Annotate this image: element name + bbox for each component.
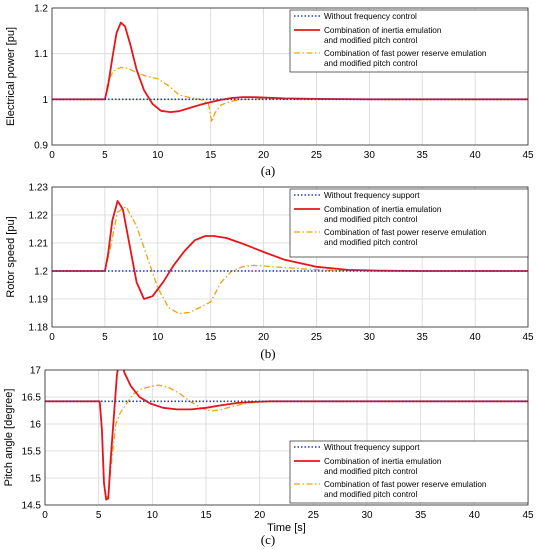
series-line-1 <box>52 21 528 113</box>
y-tick-label: 0.9 <box>34 141 48 152</box>
x-tick-label: 25 <box>311 150 323 161</box>
legend-box <box>289 440 529 504</box>
panel-caption: (a) <box>261 163 275 178</box>
x-tick-label: 30 <box>364 150 376 161</box>
legend-entry-0: Without frequency control <box>324 12 417 21</box>
x-tick-label: 40 <box>470 150 482 161</box>
x-tick-label: 20 <box>254 510 266 521</box>
chart-panel-1: 0 5 10 15 20 25 30 35 40 45 1.18 1.19 1.2 1.21 1.22 1.2… <box>5 183 534 362</box>
x-tick-label: 15 <box>200 510 212 521</box>
x-tick-label: 15 <box>205 150 217 161</box>
panel-caption: (b) <box>260 346 275 361</box>
legend-entry-1: Combination of inertia emulation <box>324 26 442 35</box>
x-tick-label: 10 <box>152 332 164 343</box>
x-tick-label: 10 <box>152 150 164 161</box>
y-tick-label: 15 <box>30 474 42 485</box>
x-tick-label: 45 <box>522 150 534 161</box>
x-tick-label: 15 <box>205 332 217 343</box>
legend-entry-2: Combination of fast power reserve emulat… <box>324 228 487 237</box>
x-tick-label: 25 <box>311 332 323 343</box>
legend-entry-2: and modified pitch control <box>324 59 417 68</box>
y-tick-label: 14.5 <box>22 501 42 512</box>
x-axis-label: Time [s] <box>267 522 306 534</box>
x-tick-label: 0 <box>49 332 55 343</box>
x-tick-label: 30 <box>364 332 376 343</box>
x-tick-label: 45 <box>522 332 534 343</box>
y-tick-label: 1.18 <box>29 323 49 334</box>
legend-entry-2: Combination of fast power reserve emulat… <box>324 480 487 489</box>
y-tick-label: 1.2 <box>34 267 48 278</box>
x-tick-label: 35 <box>417 150 429 161</box>
legend-box <box>289 9 529 73</box>
legend-entry-2: Combination of fast power reserve emulat… <box>324 49 487 58</box>
panel-caption: (c) <box>261 532 275 547</box>
series-line-1 <box>52 200 528 300</box>
legend-entry-1: Combination of inertia emulation <box>324 205 442 214</box>
legend-box <box>289 188 529 258</box>
y-tick-label: 17 <box>30 366 42 377</box>
y-tick-label: 16.5 <box>22 393 42 404</box>
x-tick-label: 0 <box>49 150 55 161</box>
legend: Without frequency control Combination of … <box>289 9 529 73</box>
x-tick-label: 5 <box>102 150 108 161</box>
x-tick-label: 35 <box>415 510 427 521</box>
legend: Without frequency support Combination of … <box>289 440 529 504</box>
x-tick-label: 25 <box>308 510 320 521</box>
legend-entry-0: Without frequency support <box>324 191 420 200</box>
x-tick-label: 40 <box>469 510 481 521</box>
chart-panel-2: 0 5 10 15 20 25 30 35 40 45 14.5 15 15.5 16 16.5 17 With… <box>3 366 534 548</box>
y-tick-label: 1.23 <box>29 183 49 194</box>
x-tick-label: 40 <box>470 332 482 343</box>
y-tick-label: 1.1 <box>34 49 48 60</box>
y-tick-label: 1.19 <box>29 295 49 306</box>
legend-entry-2: and modified pitch control <box>324 490 417 499</box>
x-tick-label: 10 <box>147 510 159 521</box>
y-axis-label: Rotor speed [pu] <box>5 216 17 297</box>
chart-panel-0: 0 5 10 15 20 25 30 35 40 45 0.9 1 1.1 1.2 Without freq… <box>5 4 534 179</box>
series-line-2 <box>45 384 528 500</box>
plot-frame <box>44 369 529 506</box>
y-tick-label: 1.21 <box>29 239 49 250</box>
y-tick-label: 1 <box>42 95 48 106</box>
x-tick-label: 5 <box>96 510 102 521</box>
y-tick-label: 15.5 <box>22 447 42 458</box>
x-tick-label: 35 <box>417 332 429 343</box>
legend-entry-0: Without frequency support <box>324 443 420 452</box>
y-tick-label: 16 <box>30 420 42 431</box>
y-axis-label: Electrical power [pu] <box>5 27 17 126</box>
legend-entry-1: Combination of inertia emulation <box>324 457 442 466</box>
legend-entry-1: and modified pitch control <box>324 467 417 476</box>
y-axis-label: Pitch angle [degree] <box>3 389 15 487</box>
legend: Without frequency support Combination of … <box>289 188 529 258</box>
y-tick-label: 1.2 <box>34 4 48 15</box>
series-line-1 <box>45 370 528 501</box>
x-tick-label: 20 <box>258 332 270 343</box>
x-tick-label: 20 <box>258 150 270 161</box>
x-tick-label: 0 <box>42 510 48 521</box>
legend-entry-1: and modified pitch control <box>324 215 417 224</box>
x-tick-label: 45 <box>522 510 534 521</box>
plot-frame <box>51 7 529 146</box>
series-line-2 <box>52 205 528 315</box>
legend-entry-1: and modified pitch control <box>324 36 417 45</box>
x-tick-label: 30 <box>361 510 373 521</box>
y-tick-label: 1.22 <box>29 211 49 222</box>
legend-entry-2: and modified pitch control <box>324 238 417 247</box>
x-tick-label: 5 <box>102 332 108 343</box>
